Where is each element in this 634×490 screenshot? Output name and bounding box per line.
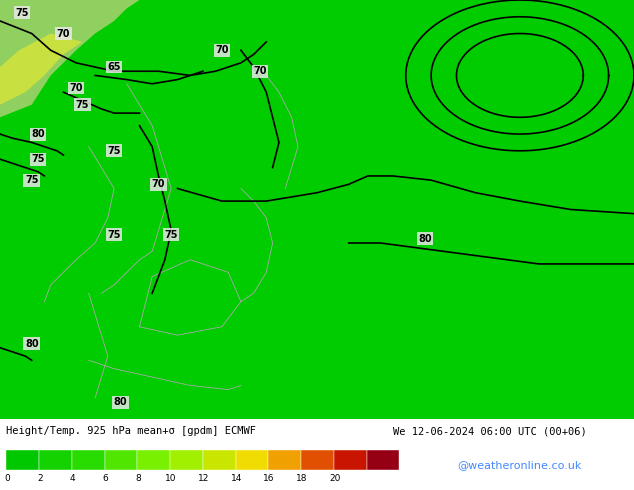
Text: 80: 80 [31,129,45,139]
Text: 75: 75 [164,230,178,240]
Bar [138,450,170,470]
Text: 70: 70 [253,66,267,76]
Bar [105,450,138,470]
Bar [170,450,203,470]
Text: 80: 80 [418,234,432,244]
Bar [6,450,39,470]
Text: We 12-06-2024 06:00 UTC (00+06): We 12-06-2024 06:00 UTC (00+06) [393,426,587,436]
Text: 4: 4 [70,474,75,483]
Text: 70: 70 [69,83,83,93]
Polygon shape [0,33,82,105]
Text: 14: 14 [231,474,242,483]
Text: 80: 80 [25,339,39,348]
Text: 75: 75 [25,175,39,185]
Text: 12: 12 [198,474,209,483]
Text: 75: 75 [75,100,89,110]
Text: 75: 75 [107,230,121,240]
Text: 20: 20 [329,474,340,483]
Text: 70: 70 [56,28,70,39]
Bar [72,450,105,470]
Text: 6: 6 [103,474,108,483]
Text: 18: 18 [296,474,307,483]
Text: 10: 10 [165,474,177,483]
Bar [334,450,366,470]
Text: Height/Temp. 925 hPa mean+σ [gpdm] ECMWF: Height/Temp. 925 hPa mean+σ [gpdm] ECMWF [6,426,256,436]
Text: 0: 0 [4,474,10,483]
Text: 80: 80 [113,397,127,407]
Text: 75: 75 [107,146,121,156]
Bar [366,450,399,470]
Text: 2: 2 [37,474,42,483]
Bar [236,450,268,470]
Bar [39,450,72,470]
Text: 16: 16 [264,474,275,483]
Text: 8: 8 [135,474,141,483]
Text: 65: 65 [107,62,121,72]
Text: @weatheronline.co.uk: @weatheronline.co.uk [458,461,582,470]
Polygon shape [0,0,139,117]
Bar [301,450,334,470]
Text: 70: 70 [215,45,229,55]
Bar [268,450,301,470]
Bar [203,450,236,470]
Text: 70: 70 [152,179,165,189]
Text: 75: 75 [31,154,45,164]
Text: 75: 75 [15,7,29,18]
